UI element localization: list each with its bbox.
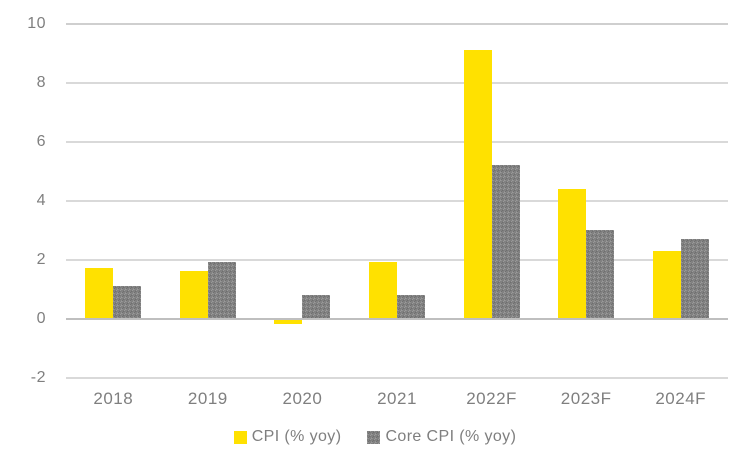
- x-axis-label-2020: 2020: [282, 389, 323, 408]
- bar-cpi-2024f: [652, 250, 681, 319]
- gridline-y6: [66, 140, 728, 143]
- bar-cpi-2020: [274, 318, 303, 325]
- y-axis-tick-0: 0: [36, 309, 46, 327]
- legend-swatch-cpi: [233, 430, 247, 444]
- y-axis-tick-8: 8: [36, 73, 46, 91]
- x-axis-label-2023f: 2023F: [560, 389, 612, 408]
- y-axis-tick-2: 2: [36, 250, 46, 268]
- bar-cpi-2021: [369, 262, 397, 319]
- x-axis-label-2019: 2019: [187, 389, 228, 408]
- bar-cpi-2022f: [463, 50, 492, 319]
- bar-core-cpi-2022f: [491, 165, 520, 319]
- bar-core-cpi-2019: [207, 262, 236, 319]
- x-axis-label-2024f: 2024F: [655, 389, 707, 408]
- zero-axis-line: [66, 317, 728, 320]
- bar-core-cpi-2018: [113, 286, 142, 319]
- bar-cpi-2019: [179, 271, 208, 319]
- y-axis-tick-6: 6: [36, 132, 46, 150]
- bar-core-cpi-2020: [302, 294, 331, 319]
- x-axis-label-2021: 2021: [377, 389, 417, 408]
- gridline-y-2: [66, 376, 728, 379]
- y-axis-tick--2: -2: [30, 368, 46, 386]
- legend-item-cpi: CPI (% yoy): [233, 428, 342, 446]
- bar-core-cpi-2023f: [586, 230, 615, 319]
- bar-core-cpi-2021: [397, 294, 425, 319]
- legend-label-core-cpi: Core CPI (% yoy): [385, 428, 517, 445]
- bar-cpi-2018: [85, 268, 114, 319]
- gridline-y8: [66, 81, 728, 84]
- y-axis-tick-10: 10: [27, 14, 46, 32]
- gridline-y4: [66, 199, 728, 202]
- x-axis-label-2022f: 2022F: [466, 389, 517, 408]
- legend-item-core-cpi: Core CPI (% yoy): [367, 428, 516, 446]
- gridline-y2: [66, 258, 728, 261]
- x-axis-label-2018: 2018: [93, 389, 134, 408]
- legend-swatch-core-cpi: [367, 430, 381, 444]
- bar-cpi-2023f: [558, 188, 587, 319]
- legend-label-cpi: CPI (% yoy): [251, 428, 342, 445]
- y-axis-tick-4: 4: [36, 191, 46, 209]
- bar-core-cpi-2024f: [680, 238, 709, 319]
- chart-legend: CPI (% yoy) Core CPI (% yoy): [0, 428, 750, 446]
- gridline-y10: [66, 22, 728, 25]
